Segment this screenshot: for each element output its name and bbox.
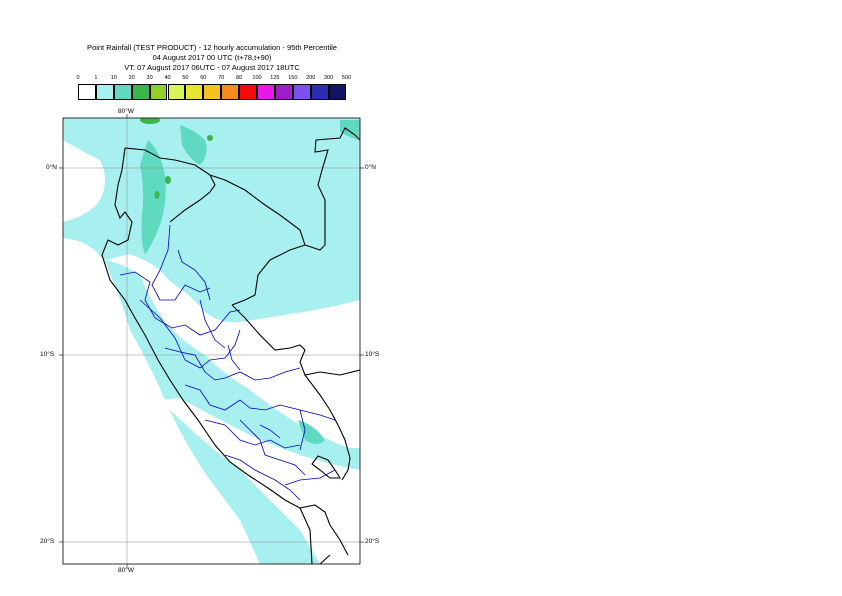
legend-swatch	[221, 84, 240, 100]
legend-swatch	[185, 84, 204, 100]
legend-threshold-label: 30	[146, 75, 153, 81]
title-line-3: VT: 07 August 2017 06UTC - 07 August 201…	[124, 63, 300, 72]
legend-threshold-label: 60	[200, 75, 207, 81]
legend-swatch	[328, 84, 347, 100]
moderate-rain-band	[180, 125, 207, 165]
legend-swatch	[257, 84, 275, 100]
title-block: Point Rainfall (TEST PRODUCT) - 12 hourl…	[52, 43, 372, 73]
legend-swatch	[203, 84, 222, 100]
legend-threshold-label: 70	[218, 75, 225, 81]
dry-ocean-zone	[63, 140, 105, 222]
legend-threshold-label: 20	[128, 75, 135, 81]
legend-threshold-label: 0	[76, 75, 80, 81]
legend-swatch	[274, 84, 293, 100]
legend-threshold-label: 40	[164, 75, 171, 81]
lat-label-right: 20°S	[365, 538, 380, 545]
legend-swatch	[113, 84, 132, 100]
legend-threshold-label: 50	[182, 75, 189, 81]
heavy-rain-spot	[207, 135, 213, 141]
legend-threshold-label: 1	[94, 75, 98, 81]
legend-swatch	[78, 84, 96, 100]
lat-label-left: 0°N	[46, 164, 57, 171]
legend-swatch	[131, 84, 150, 100]
legend-swatch	[149, 84, 168, 100]
lat-label-left: 10°S	[40, 351, 55, 358]
lat-label-left: 20°S	[40, 538, 55, 545]
title-line-2: 04 August 2017 00 UTC (t+78,t+90)	[152, 53, 272, 62]
legend-threshold-label: 300	[324, 75, 334, 81]
lon-label-bottom: 80°W	[118, 567, 134, 574]
legend-threshold-label: 200	[306, 75, 316, 81]
legend-threshold-label: 80	[236, 75, 243, 81]
heavy-rain-spot	[140, 118, 160, 124]
legend-threshold-label: 500	[341, 75, 352, 81]
legend-threshold-label: 125	[270, 75, 280, 81]
legend-threshold-label: 10	[110, 75, 117, 81]
lon-label-top: 80°W	[118, 108, 134, 115]
legend-swatch	[95, 84, 114, 100]
lat-label-right: 0°N	[365, 164, 376, 171]
lat-label-right: 10°S	[365, 351, 380, 358]
legend-swatch	[292, 84, 311, 100]
color-legend: 0 1 10 20 30 40 50 60 70 80 100 125 150 200 300 500	[0, 0, 842, 110]
title-line-1: Point Rainfall (TEST PRODUCT) - 12 hourl…	[87, 43, 337, 52]
region-borders	[119, 224, 336, 501]
moderate-rain-band	[140, 140, 166, 255]
legend-swatch	[310, 84, 329, 100]
legend-threshold-label: 100	[252, 75, 262, 81]
moderate-rain-band	[298, 420, 325, 444]
dry-land-zone	[105, 254, 360, 448]
heavy-rain-spot	[165, 176, 171, 184]
map-ticks	[59, 114, 364, 568]
map-frame	[62, 117, 361, 565]
legend-threshold-label: 150	[288, 75, 298, 81]
coast-and-borders	[101, 127, 360, 564]
heavy-rain-spot	[154, 191, 160, 199]
dry-land-zone	[160, 398, 360, 564]
legend-swatch	[239, 84, 257, 100]
legend-swatch	[167, 84, 186, 100]
